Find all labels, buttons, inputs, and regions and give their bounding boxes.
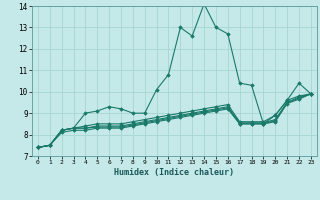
X-axis label: Humidex (Indice chaleur): Humidex (Indice chaleur): [115, 168, 234, 177]
